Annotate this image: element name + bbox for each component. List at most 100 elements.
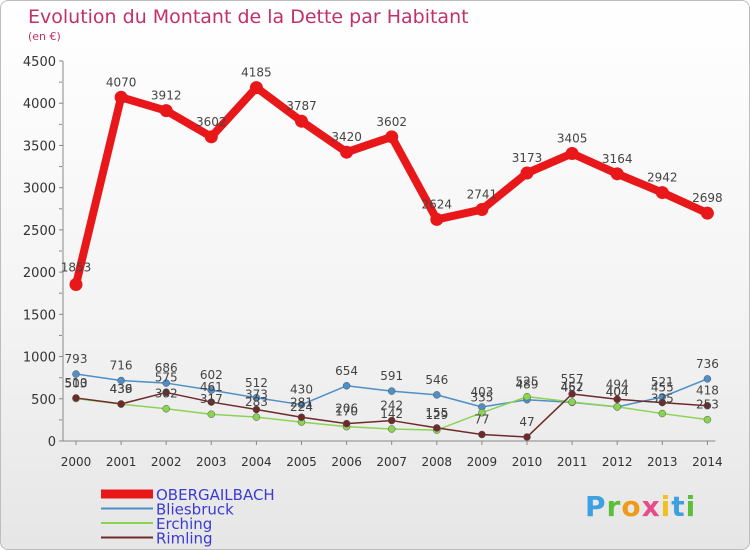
data-label-obergailbach: 2624 [422, 197, 453, 211]
data-label-bliesbruck: 793 [65, 352, 88, 366]
y-tick-label: 0 [48, 435, 56, 450]
data-label-obergailbach: 3164 [602, 152, 633, 166]
data-point-bliesbruck [703, 375, 712, 383]
data-label-rimling: 461 [200, 380, 223, 394]
data-point-obergailbach [159, 104, 173, 118]
data-point-rimling [387, 416, 396, 425]
proxiti-logo: Proxiti [585, 490, 697, 523]
data-label-bliesbruck: 654 [335, 364, 358, 378]
data-label-erching: 462 [561, 380, 584, 394]
data-label-obergailbach: 3420 [331, 130, 362, 144]
data-label-obergailbach: 3602 [376, 115, 407, 129]
data-label-obergailbach: 2942 [647, 171, 678, 185]
data-point-rimling [433, 424, 441, 432]
data-label-erching: 142 [380, 407, 403, 421]
data-point-obergailbach [655, 186, 669, 200]
data-point-rimling [478, 430, 486, 439]
x-tick-label: 2006 [331, 455, 362, 469]
data-label-rimling: 557 [561, 372, 584, 386]
data-label-rimling: 47 [519, 415, 534, 429]
data-label-erching: 129 [425, 408, 448, 422]
data-label-rimling: 242 [380, 399, 403, 413]
data-point-obergailbach [475, 203, 489, 217]
data-label-obergailbach: 3912 [151, 89, 182, 103]
x-tick-label: 2004 [241, 455, 272, 469]
data-label-rimling: 155 [425, 406, 448, 420]
data-label-obergailbach: 3405 [557, 131, 588, 145]
x-tick-label: 2001 [106, 455, 137, 469]
data-point-bliesbruck [252, 394, 261, 402]
y-tick-label: 1000 [23, 351, 56, 366]
data-point-rimling [72, 394, 80, 402]
data-point-rimling [703, 401, 712, 410]
data-label-rimling: 418 [696, 384, 719, 398]
data-label-rimling: 373 [245, 388, 268, 402]
data-point-rimling [162, 388, 170, 397]
legend-label-obergailbach: OBERGAILBACH [156, 486, 275, 504]
data-point-erching [387, 425, 396, 433]
data-point-bliesbruck [387, 387, 396, 395]
y-tick-label: 3000 [23, 182, 56, 197]
data-point-obergailbach [565, 146, 579, 160]
data-point-obergailbach [700, 206, 714, 220]
y-tick-label: 4000 [23, 97, 56, 112]
data-label-rimling: 575 [155, 370, 178, 384]
data-point-erching [252, 413, 261, 421]
x-tick-label: 2012 [602, 455, 633, 469]
data-point-obergailbach [385, 130, 399, 144]
data-point-bliesbruck [433, 391, 441, 399]
data-point-obergailbach [340, 145, 354, 159]
data-point-rimling [613, 395, 621, 404]
y-tick-label: 500 [31, 393, 56, 408]
data-label-obergailbach: 4185 [241, 66, 272, 80]
data-label-rimling: 494 [606, 377, 629, 391]
data-label-rimling: 206 [335, 402, 358, 416]
y-tick-label: 4500 [23, 55, 56, 70]
x-tick-label: 2014 [692, 455, 723, 469]
chart-title: Evolution du Montant de la Dette par Hab… [28, 6, 469, 28]
data-label-erching: 170 [335, 405, 358, 419]
data-point-obergailbach [610, 167, 624, 181]
data-point-rimling [207, 398, 216, 406]
y-tick-label: 2500 [23, 224, 56, 239]
data-point-rimling [342, 419, 351, 428]
data-point-rimling [117, 400, 125, 408]
data-point-obergailbach [249, 81, 263, 95]
data-label-bliesbruck: 736 [696, 357, 719, 371]
data-label-bliesbruck: 546 [425, 373, 448, 387]
data-label-rimling: 77 [474, 412, 489, 426]
data-label-bliesbruck: 403 [470, 385, 493, 399]
data-label-bliesbruck: 404 [606, 385, 629, 399]
data-label-rimling: 455 [651, 381, 674, 395]
data-point-obergailbach [204, 130, 218, 144]
data-point-bliesbruck [297, 400, 306, 409]
data-label-erching: 335 [470, 391, 493, 405]
data-point-erching [568, 398, 576, 406]
data-point-obergailbach [69, 278, 83, 292]
data-label-bliesbruck: 602 [200, 368, 223, 382]
x-tick-label: 2013 [647, 455, 678, 469]
data-label-obergailbach: 2741 [467, 188, 498, 202]
data-label-bliesbruck: 716 [110, 359, 133, 373]
data-point-bliesbruck [117, 376, 125, 385]
data-point-obergailbach [430, 212, 444, 226]
data-point-rimling [523, 433, 531, 441]
x-tick-label: 2005 [286, 455, 317, 469]
x-tick-label: 2000 [61, 455, 92, 469]
data-point-erching [703, 415, 712, 424]
data-point-bliesbruck [162, 379, 170, 387]
data-label-erching: 436 [110, 382, 133, 396]
data-label-bliesbruck: 512 [245, 376, 268, 390]
legend-label-bliesbruck: Bliesbruck [156, 501, 234, 519]
data-point-rimling [297, 413, 306, 422]
data-label-erching: 283 [245, 395, 268, 409]
x-tick-label: 2010 [512, 455, 543, 469]
data-label-erching: 325 [651, 392, 674, 406]
data-point-erching [523, 392, 531, 401]
data-label-rimling: 281 [290, 395, 313, 409]
data-point-rimling [658, 398, 667, 407]
data-label-bliesbruck: 457 [561, 380, 584, 394]
data-label-rimling: 439 [110, 382, 133, 396]
legend-label-erching: Erching [156, 515, 212, 533]
